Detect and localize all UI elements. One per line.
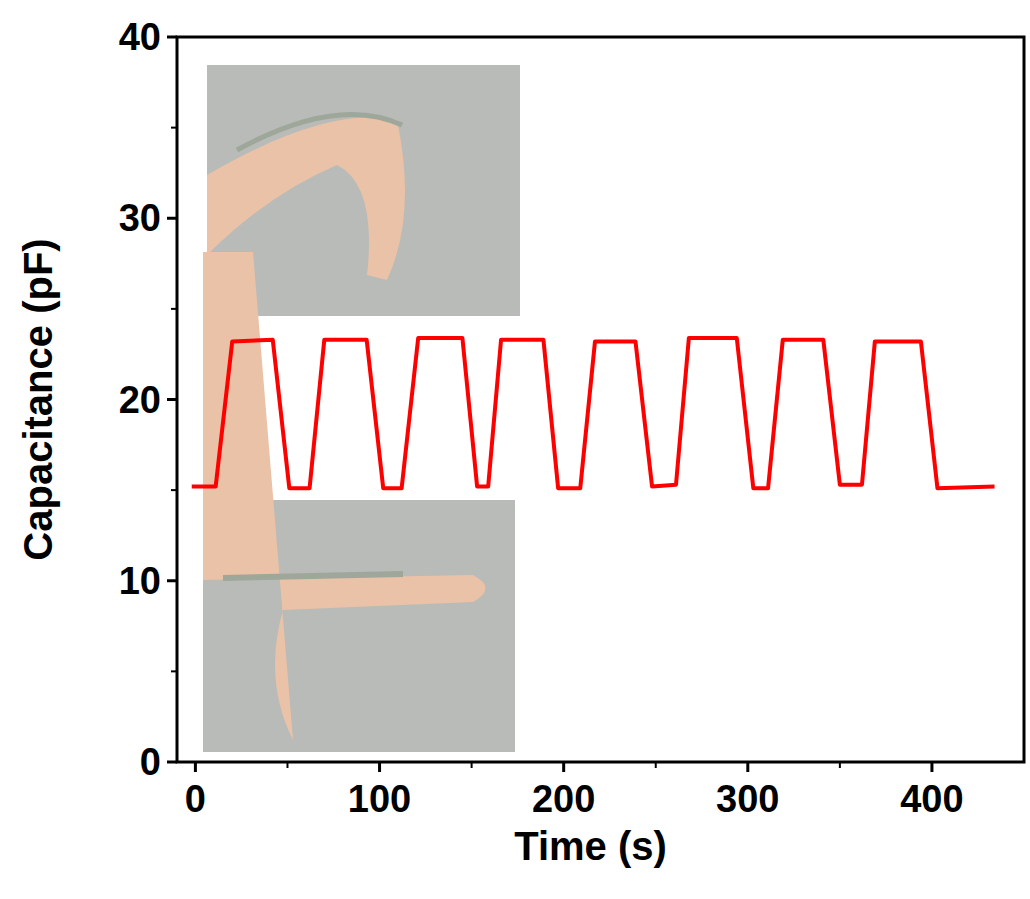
sensor xyxy=(237,114,402,150)
x-minor-tick xyxy=(839,762,841,768)
finger xyxy=(203,252,486,740)
x-minor-tick xyxy=(471,762,473,768)
plot-frame xyxy=(177,37,1024,762)
y-axis-title: Capacitance (pF) xyxy=(16,238,60,560)
x-tick-label: 200 xyxy=(532,778,595,820)
sensor xyxy=(223,574,403,578)
x-tick xyxy=(194,762,197,772)
x-axis-title: Time (s) xyxy=(514,824,667,868)
y-minor-tick xyxy=(171,489,177,491)
y-tick-label: 20 xyxy=(119,379,161,421)
y-tick xyxy=(167,398,177,401)
chart-svg: 0102030400100200300400Time (s)Capacitanc… xyxy=(0,0,1030,899)
y-tick-label: 10 xyxy=(119,560,161,602)
y-tick-label: 0 xyxy=(140,741,161,783)
y-tick xyxy=(167,579,177,582)
plot-area xyxy=(192,338,995,488)
y-minor-tick xyxy=(171,670,177,672)
data-line xyxy=(192,338,995,488)
x-minor-tick xyxy=(286,762,288,768)
y-tick-label: 40 xyxy=(119,16,161,58)
y-tick xyxy=(167,36,177,39)
y-minor-tick xyxy=(171,308,177,310)
x-tick xyxy=(930,762,933,772)
inset-photo xyxy=(203,252,515,752)
x-tick-label: 100 xyxy=(348,778,411,820)
x-tick xyxy=(378,762,381,772)
x-tick-label: 300 xyxy=(716,778,779,820)
x-tick xyxy=(562,762,565,772)
y-tick xyxy=(167,761,177,764)
x-tick-label: 400 xyxy=(900,778,963,820)
x-tick xyxy=(746,762,749,772)
x-tick-label: 0 xyxy=(185,778,206,820)
y-minor-tick xyxy=(171,127,177,129)
y-tick-label: 30 xyxy=(119,197,161,239)
chart-container: 0102030400100200300400Time (s)Capacitanc… xyxy=(0,0,1030,899)
x-minor-tick xyxy=(655,762,657,768)
y-tick xyxy=(167,217,177,220)
